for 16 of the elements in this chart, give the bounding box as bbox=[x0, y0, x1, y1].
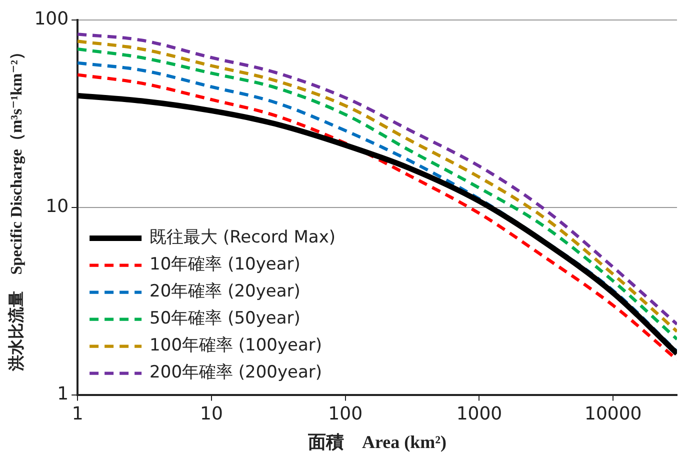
x-tick-label: 10000 bbox=[584, 403, 642, 424]
legend-label: 200年確率 (200year) bbox=[150, 362, 322, 383]
y-tick-label: 100 bbox=[34, 8, 69, 30]
legend-label: 50年確率 (50year) bbox=[150, 308, 300, 329]
legend-label: 100年確率 (100year) bbox=[150, 336, 322, 356]
y-axis-title: 洪水比流量 Specific Discharge（m³s⁻¹km⁻²） bbox=[6, 44, 26, 372]
x-tick-label: 10 bbox=[200, 403, 223, 424]
x-axis-title: 面積 Area (km²) bbox=[307, 432, 447, 452]
legend-label: 既往最大 (Record Max) bbox=[150, 228, 336, 248]
y-tick-label: 1 bbox=[57, 383, 69, 404]
y-tick-label: 10 bbox=[46, 196, 69, 218]
legend-label: 10年確率 (10year) bbox=[150, 254, 300, 275]
x-tick-label: 1 bbox=[72, 403, 84, 424]
x-tick-label: 1000 bbox=[456, 403, 502, 424]
legend-label: 20年確率 (20year) bbox=[150, 282, 300, 302]
x-tick-label: 100 bbox=[328, 403, 363, 424]
